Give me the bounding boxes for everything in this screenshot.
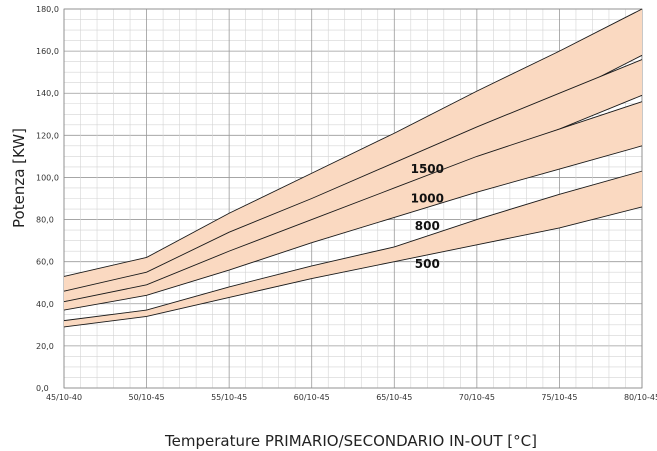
band-label-1000: 1000 xyxy=(411,192,444,206)
band-label-1500: 1500 xyxy=(411,162,444,176)
y-tick-label: 80,0 xyxy=(36,216,54,225)
bands xyxy=(63,8,643,328)
y-axis-title: Potenza [KW] xyxy=(10,128,28,228)
x-tick-label: 45/10-40 xyxy=(46,393,82,402)
y-tick-label: 140,0 xyxy=(36,89,59,98)
y-tick-label: 0,0 xyxy=(36,384,49,393)
band-label-500: 500 xyxy=(415,257,440,271)
x-tick-label: 75/10-45 xyxy=(541,393,577,402)
band-lower-line-500 xyxy=(63,206,643,328)
band-labels: 1500 1000 800 500 xyxy=(411,162,444,271)
y-tick-label: 40,0 xyxy=(36,300,54,309)
y-tick-label: 60,0 xyxy=(36,258,54,267)
band-fill-800 xyxy=(64,101,642,311)
band-upper-line-1500 xyxy=(63,8,643,277)
x-tick-label: 60/10-45 xyxy=(294,393,330,402)
x-axis-title: Temperature PRIMARIO/SECONDARIO IN-OUT [… xyxy=(164,432,537,450)
tick-labels: 0,0 20,0 40,0 60,0 80,0 100,0 120,0 140,0 160,0 1… xyxy=(36,5,657,402)
band-500 xyxy=(63,170,643,328)
y-tick-label: 20,0 xyxy=(36,342,54,351)
band-upper-line-500 xyxy=(63,170,643,322)
band-lower-line-800 xyxy=(63,145,643,311)
y-tick-label: 180,0 xyxy=(36,5,59,14)
y-tick-label: 120,0 xyxy=(36,131,59,140)
x-tick-label: 65/10-45 xyxy=(376,393,412,402)
y-tick-label: 160,0 xyxy=(36,47,59,56)
band-label-800: 800 xyxy=(415,219,440,233)
band-upper-line-800 xyxy=(63,101,643,303)
x-tick-label: 55/10-45 xyxy=(211,393,247,402)
y-tick-label: 100,0 xyxy=(36,173,59,182)
x-tick-label: 50/10-45 xyxy=(129,393,165,402)
x-tick-label: 70/10-45 xyxy=(459,393,495,402)
band-upper-line-1000 xyxy=(63,59,643,292)
band-800 xyxy=(63,101,643,311)
x-tick-label: 80/10-45 xyxy=(624,393,657,402)
